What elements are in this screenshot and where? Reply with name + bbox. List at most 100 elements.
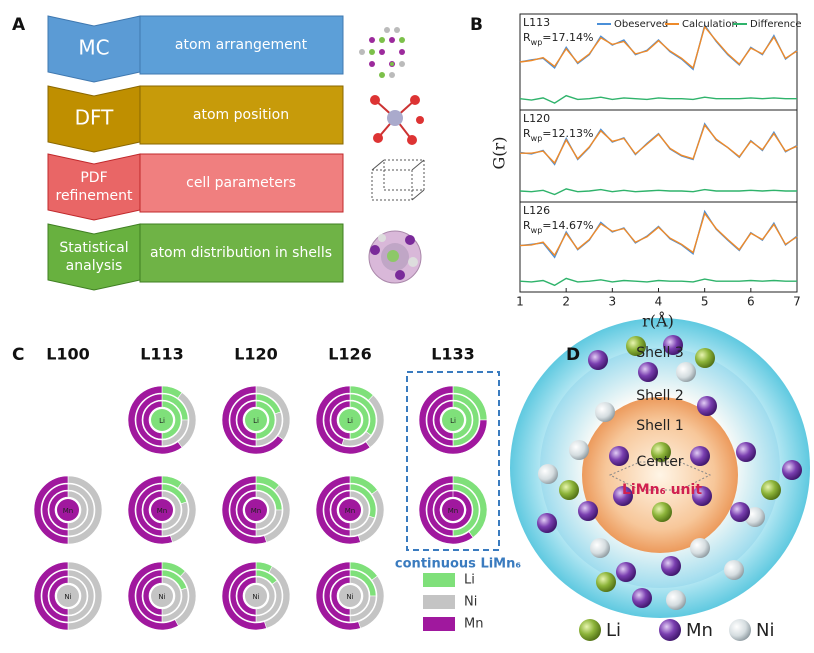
highlight-note: continuous LiMn₆ (395, 557, 521, 572)
center-label: Ni (346, 593, 353, 601)
atom (538, 464, 558, 484)
legend-label: Obeserved (614, 19, 668, 30)
center-label: Mn (63, 507, 73, 515)
atom (613, 486, 633, 506)
r-subscript: wp (531, 38, 543, 47)
atom (690, 446, 710, 466)
atom (609, 446, 629, 466)
center-atom (151, 499, 173, 521)
ring-segment (229, 569, 257, 623)
legend-swatch (423, 617, 455, 631)
atom (626, 336, 646, 356)
atom (663, 335, 683, 355)
step-chevron (47, 153, 141, 221)
atom (537, 513, 557, 533)
shell-label: Shell 3 (636, 345, 684, 361)
center-label: Mn (157, 507, 167, 515)
r-subscript: wp (531, 226, 543, 235)
shell-label: Shell 2 (636, 388, 684, 404)
center-label: Li (253, 417, 259, 425)
atom (651, 442, 671, 462)
atom (761, 480, 781, 500)
legend-label: Calculation (682, 19, 738, 30)
atom (690, 538, 710, 558)
ring-segment (315, 475, 361, 545)
center-atom (442, 499, 464, 521)
ring-segment (221, 385, 284, 455)
center-label: Mn (448, 507, 458, 515)
unit-label: LiMn₆ unit (622, 482, 702, 498)
ring-segment (127, 385, 183, 455)
x-tick-label: 2 (562, 295, 570, 309)
center-atom (57, 585, 79, 607)
center-atom (442, 409, 464, 431)
center-atom (339, 499, 361, 521)
atom (692, 486, 712, 506)
atom (590, 538, 610, 558)
step-box (139, 85, 344, 145)
ring-segment (127, 475, 173, 545)
atom (676, 362, 696, 382)
y-axis-title: G(r) (490, 137, 509, 170)
legend-label: Ni (464, 595, 477, 610)
legend-label: Li (606, 620, 621, 641)
ring-segment (33, 475, 69, 545)
center-label: Li (159, 417, 165, 425)
ring-segment (330, 490, 351, 530)
step-box (139, 223, 344, 283)
step-label: PDF (80, 170, 107, 186)
ring-segment (229, 393, 257, 447)
x-tick-label: 3 (609, 295, 617, 309)
ring-segment (323, 483, 351, 537)
difference-curve (519, 94, 797, 104)
atom (730, 502, 750, 522)
ring-segment (433, 490, 473, 530)
ring-segment (48, 490, 69, 530)
x-tick-label: 6 (747, 295, 755, 309)
atom (782, 460, 802, 480)
ring-segment (236, 576, 257, 616)
difference-curve (519, 277, 797, 287)
icons (359, 27, 425, 284)
subplot-name: L113 (523, 16, 550, 29)
atom (578, 501, 598, 521)
panel-label: B (470, 15, 483, 35)
legend-label: Mn (686, 620, 713, 641)
ring-segment (426, 393, 454, 447)
column-header: L126 (328, 345, 372, 364)
step-box (139, 15, 344, 75)
atom (595, 402, 615, 422)
r-factor: Rwp=14.67% (523, 219, 593, 235)
step-description: cell parameters (186, 175, 296, 191)
center-atom (245, 499, 267, 521)
atom (632, 588, 652, 608)
atom (569, 440, 589, 460)
atom (559, 480, 579, 500)
ring-segment (433, 400, 454, 440)
step-description: atom distribution in shells (150, 245, 332, 261)
atom (638, 362, 658, 382)
calculation-curve (519, 25, 798, 70)
x-tick-label: 5 (701, 295, 709, 309)
center-atom (339, 585, 361, 607)
atom (616, 562, 636, 582)
legend-label: Difference (750, 19, 802, 30)
r-factor: Rwp=12.13% (523, 127, 593, 143)
ring-segment (41, 569, 69, 623)
legend-label: Li (464, 573, 475, 588)
atom (724, 560, 744, 580)
subplot-name: L126 (523, 204, 550, 217)
center-atom (151, 585, 173, 607)
calculation-curve (519, 211, 798, 257)
step-description: atom position (193, 107, 289, 123)
column-header: L120 (234, 345, 278, 364)
ring-segment (33, 561, 69, 631)
r-value: =12.13% (542, 127, 593, 140)
x-tick-label: 7 (793, 295, 801, 309)
shell-label: Center (636, 454, 683, 470)
ring-segment (418, 385, 488, 455)
column-header: L113 (140, 345, 184, 364)
r-subscript: wp (531, 134, 543, 143)
ring-segment (323, 569, 351, 623)
